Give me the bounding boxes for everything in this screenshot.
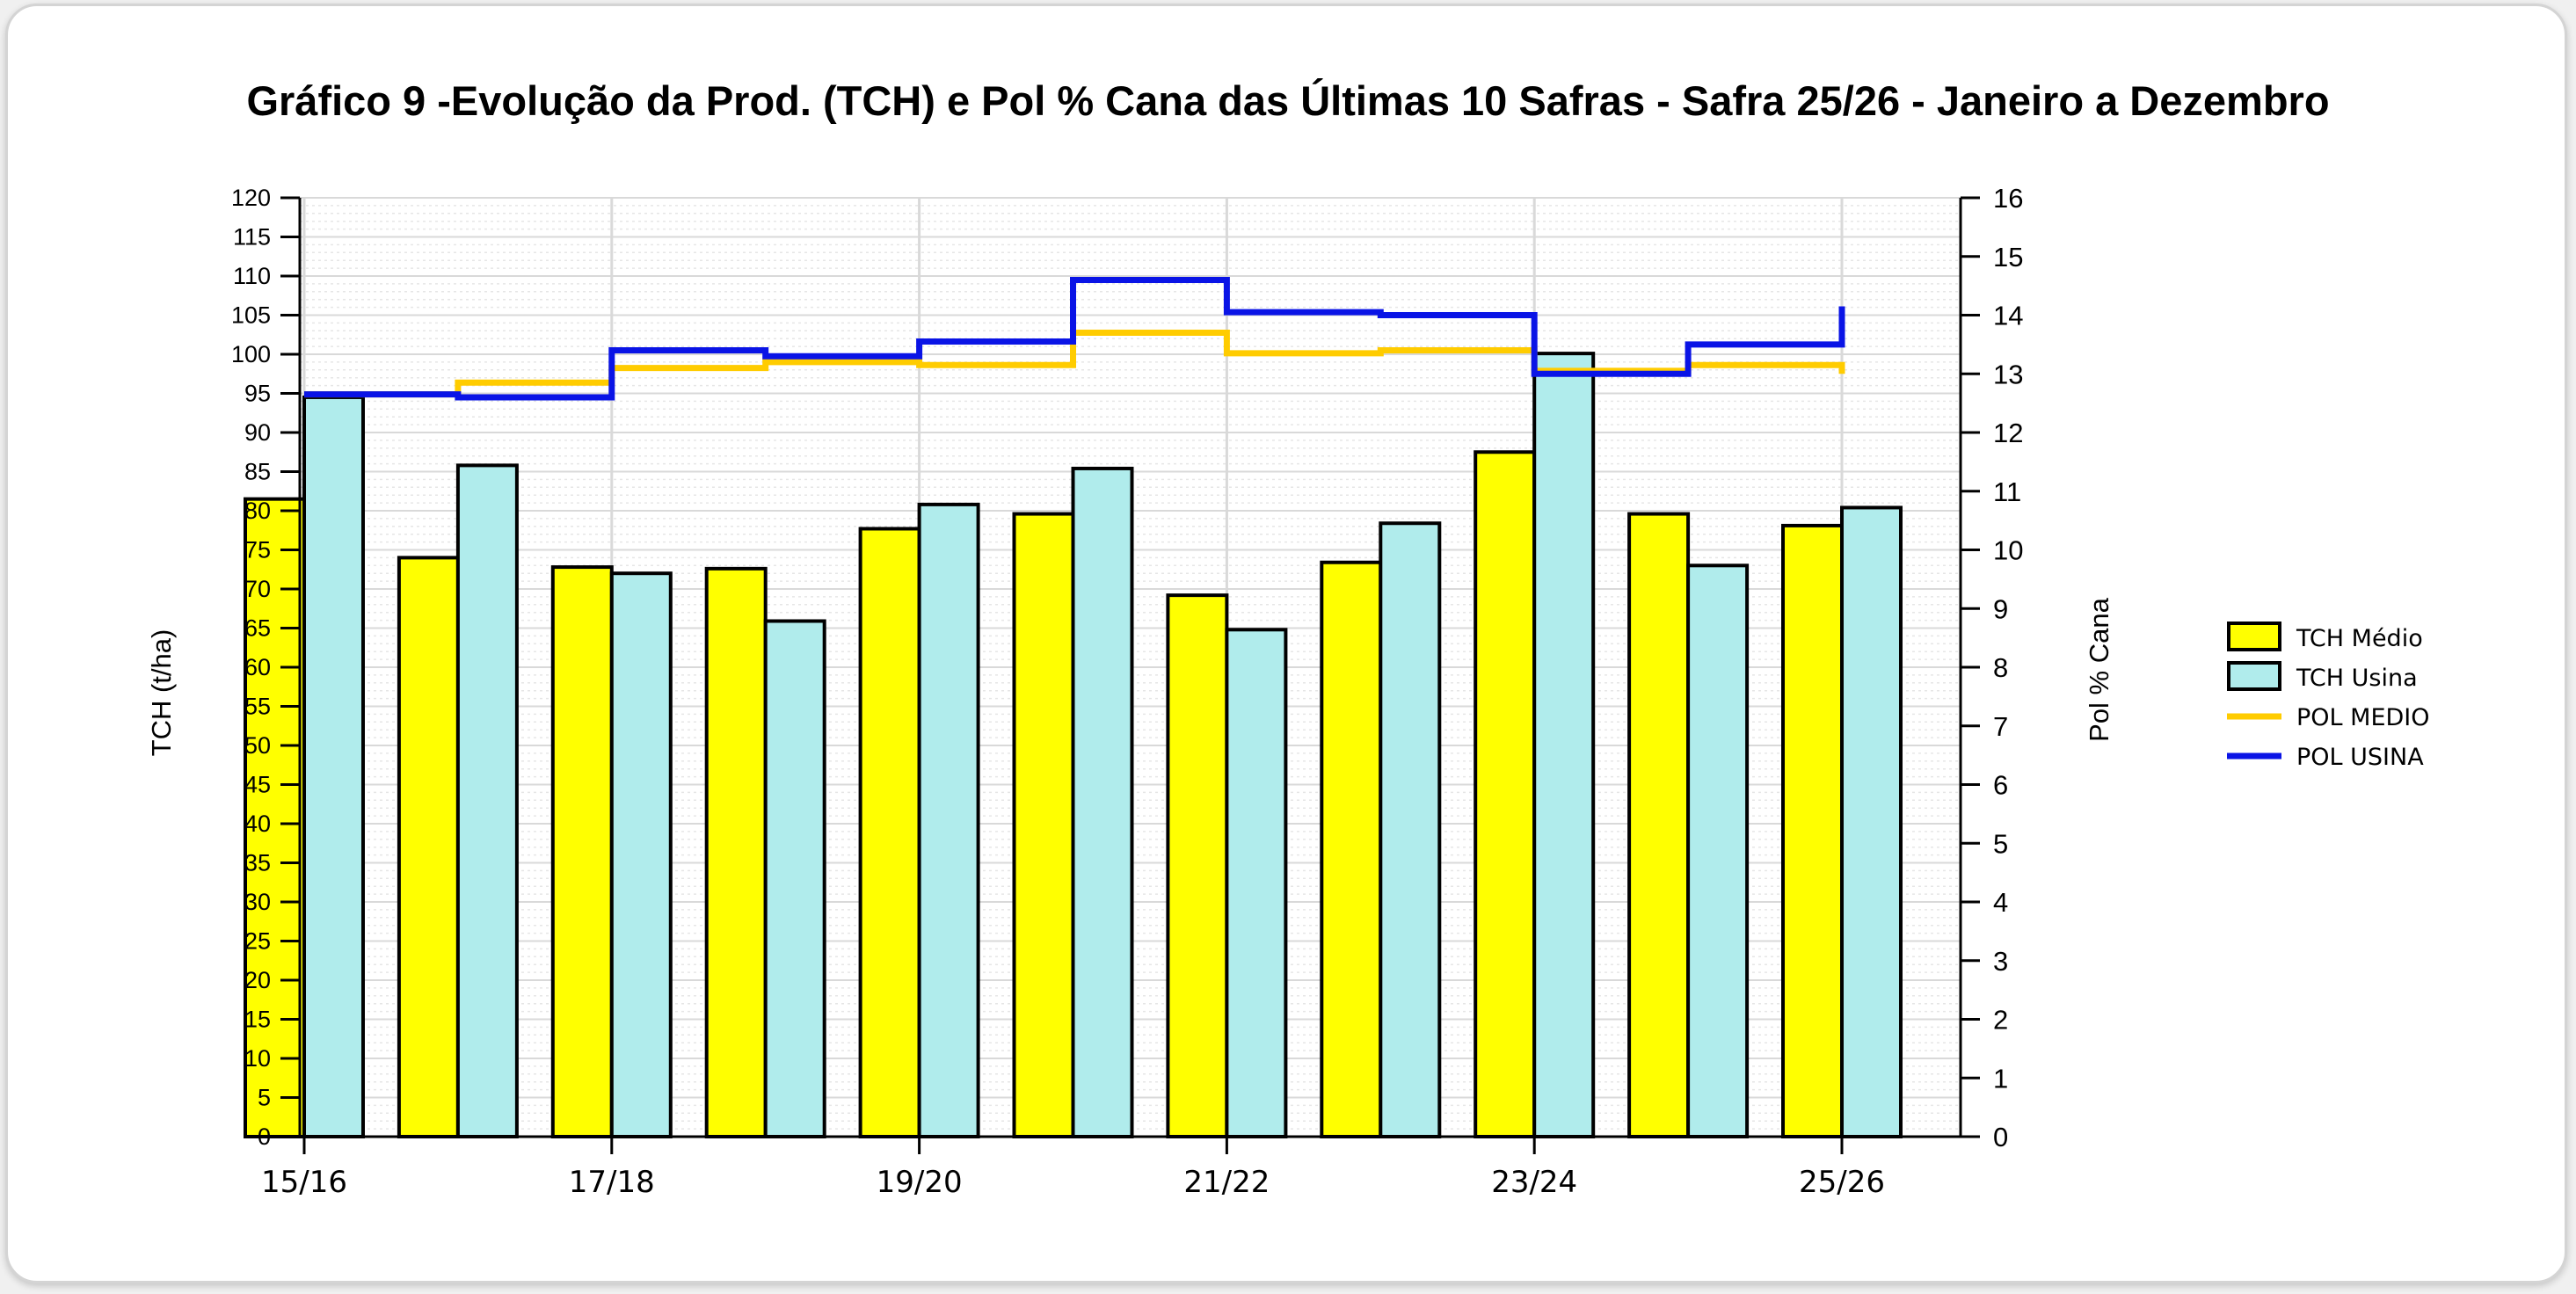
bar-tch-usina [609, 571, 673, 1138]
legend-label: POL USINA [2296, 744, 2424, 771]
y2-tick-label: 9 [1993, 593, 2008, 624]
y-tick-label: 25 [244, 928, 271, 955]
bar-tch-usina [1379, 521, 1442, 1138]
y-tick-label: 35 [244, 850, 271, 876]
y-tick-label: 30 [244, 889, 271, 915]
legend-label: TCH Médio [2296, 625, 2423, 652]
y2-tick-label: 1 [1993, 1063, 2008, 1094]
y-axis-title: TCH (t/ha) [146, 629, 177, 757]
bar-tch-usina [1840, 505, 1903, 1138]
legend-item: POL MEDIO [2227, 704, 2430, 731]
y-tick-label: 100 [231, 341, 271, 367]
y2-tick-label: 6 [1993, 770, 2008, 801]
y-tick-label: 60 [244, 654, 271, 680]
bar-tch-medio [858, 527, 921, 1138]
y-tick-label: 55 [244, 694, 271, 720]
y-tick-label: 85 [244, 459, 271, 485]
x-tick-label: 23/24 [1491, 1165, 1577, 1200]
bar-tch-medio [397, 556, 460, 1138]
y-tick-label: 50 [244, 732, 271, 759]
y2-tick-label: 16 [1993, 183, 2023, 214]
y-tick-label: 115 [233, 224, 271, 251]
y2-tick-label: 14 [1993, 301, 2023, 331]
y-tick-label: 105 [231, 302, 271, 329]
x-tick-label: 15/16 [261, 1165, 347, 1200]
y2-tick-label: 15 [1993, 242, 2023, 273]
y-tick-label: 80 [244, 498, 271, 524]
legend-swatch [2227, 622, 2281, 651]
y-tick-label: 5 [258, 1085, 271, 1111]
y2-tick-label: 11 [1993, 476, 2021, 507]
legend-label: POL MEDIO [2296, 704, 2430, 731]
bar-tch-medio [1474, 450, 1537, 1138]
bar-tch-usina [302, 395, 365, 1138]
x-tick-label: 21/22 [1183, 1165, 1270, 1200]
y-tick-label: 65 [244, 615, 271, 642]
x-tick-label: 19/20 [877, 1165, 963, 1200]
y2-tick-label: 7 [1993, 711, 2008, 742]
y2-tick-label: 8 [1993, 652, 2008, 683]
legend-label: TCH Usina [2296, 665, 2418, 692]
y-tick-label: 90 [244, 419, 271, 446]
y-tick-label: 120 [231, 185, 271, 211]
legend: TCH Médio TCH Usina POL MEDIO POL USINA [2227, 622, 2430, 771]
pol-lines [304, 276, 1845, 401]
x-tick-label: 17/18 [569, 1165, 655, 1200]
x-tick-label: 25/26 [1799, 1165, 1885, 1200]
bar-tch-medio [1166, 593, 1229, 1138]
bar-tch-usina [1225, 628, 1288, 1138]
bars [244, 352, 1903, 1138]
bar-tch-medio [1320, 560, 1383, 1138]
axes: 0510152025303540455055606570758085909510… [146, 183, 2114, 1200]
legend-item: POL USINA [2227, 744, 2424, 771]
legend-swatch [2227, 661, 2281, 691]
y2-tick-label: 13 [1993, 359, 2023, 389]
y-tick-label: 40 [244, 811, 271, 837]
bar-tch-medio [1012, 512, 1075, 1138]
y-tick-label: 75 [244, 537, 271, 563]
bar-tch-medio [1781, 523, 1844, 1138]
bar-tch-usina [917, 502, 980, 1138]
y-tick-label: 0 [258, 1123, 271, 1150]
y-tick-label: 10 [244, 1045, 271, 1072]
y2-tick-label: 12 [1993, 418, 2023, 448]
chart-title: Gráfico 9 -Evolução da Prod. (TCH) e Pol… [246, 77, 2329, 124]
y2-tick-label: 3 [1993, 946, 2008, 977]
y2-tick-label: 2 [1993, 1005, 2008, 1036]
bar-tch-medio [550, 565, 614, 1138]
bar-tch-medio [1627, 512, 1691, 1138]
bar-tch-usina [1532, 352, 1596, 1138]
bar-tch-usina [763, 619, 826, 1138]
line-pol-usina [304, 276, 1845, 401]
y-tick-label: 15 [244, 1007, 271, 1033]
legend-item: TCH Médio [2227, 622, 2423, 652]
y-tick-label: 45 [244, 772, 271, 798]
y-tick-label: 20 [244, 967, 271, 993]
y-tick-label: 70 [244, 576, 271, 602]
y-tick-label: 95 [244, 381, 271, 407]
y2-axis-title: Pol % Cana [2084, 597, 2114, 741]
bar-tch-usina [1071, 466, 1134, 1138]
bar-tch-usina [455, 463, 519, 1138]
y2-tick-label: 0 [1993, 1122, 2008, 1152]
y-tick-label: 110 [233, 263, 271, 289]
bar-tch-medio [704, 566, 768, 1138]
y2-tick-label: 4 [1993, 887, 2008, 918]
bar-tch-usina [1686, 563, 1750, 1138]
y2-tick-label: 10 [1993, 535, 2023, 566]
legend-item: TCH Usina [2227, 661, 2418, 692]
y2-tick-label: 5 [1993, 828, 2008, 859]
